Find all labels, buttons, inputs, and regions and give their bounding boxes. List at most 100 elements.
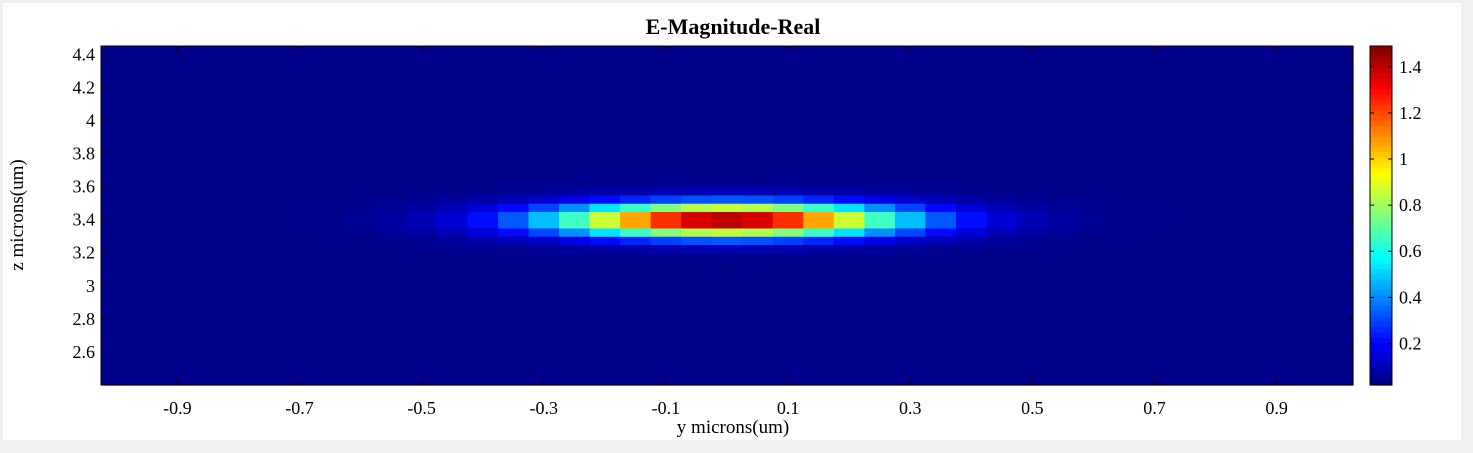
heatmap-cell: [528, 178, 560, 188]
heatmap-cell: [956, 194, 988, 204]
heatmap-cell: [101, 103, 133, 113]
heatmap-cell: [986, 79, 1018, 88]
heatmap-cell: [742, 236, 774, 246]
heatmap-cell: [497, 260, 530, 270]
heatmap-cell: [192, 95, 224, 105]
heatmap-cell: [833, 46, 866, 55]
heatmap-cell: [345, 103, 377, 113]
heatmap-cell: [742, 327, 774, 336]
heatmap-cell: [436, 318, 469, 328]
heatmap-cell: [1200, 136, 1232, 146]
heatmap-cell: [620, 376, 652, 386]
heatmap-cell: [101, 128, 133, 138]
heatmap-cell: [620, 46, 652, 55]
heatmap-cell: [1108, 145, 1140, 155]
heatmap-cell: [375, 318, 407, 328]
heatmap-cell: [1108, 351, 1140, 361]
heatmap-cell: [497, 277, 530, 287]
colorbar-segment: [1370, 210, 1392, 217]
heatmap-cell: [131, 318, 163, 328]
colorbar-frame: [1369, 45, 1393, 386]
heatmap-cell: [101, 335, 133, 345]
heatmap-cell: [192, 186, 224, 196]
heatmap-cell: [436, 103, 469, 113]
heatmap-cell: [1261, 236, 1293, 246]
heatmap-cell: [1047, 161, 1079, 171]
heatmap-cell: [1200, 294, 1232, 303]
heatmap-cell: [864, 335, 896, 345]
heatmap-cell: [650, 161, 682, 171]
heatmap-cell: [1169, 54, 1201, 64]
heatmap-cell: [375, 161, 407, 171]
heatmap-cell: [1291, 145, 1324, 155]
x-tick-label: -0.9: [163, 398, 192, 418]
heatmap-cell: [589, 351, 621, 361]
heatmap-cell: [650, 95, 682, 105]
heatmap-cell: [345, 252, 377, 262]
heatmap-cell: [284, 277, 316, 287]
heatmap-cell: [681, 136, 713, 146]
heatmap-cell: [497, 46, 530, 55]
heatmap-cell: [772, 112, 804, 122]
heatmap-cell: [345, 79, 377, 88]
heatmap-cell: [1322, 186, 1354, 196]
heatmap-cell: [406, 87, 438, 97]
heatmap-cell: [772, 219, 804, 229]
heatmap-cell: [1139, 227, 1171, 237]
heatmap-cell: [314, 302, 346, 312]
heatmap-cell: [650, 203, 682, 212]
heatmap-cell: [772, 145, 804, 155]
heatmap-cell: [559, 368, 591, 378]
heatmap-cell: [833, 269, 866, 279]
heatmap-cell: [1047, 260, 1079, 270]
heatmap-cell: [1230, 203, 1262, 212]
heatmap-cell: [1230, 178, 1262, 188]
heatmap-cell: [1291, 277, 1324, 287]
heatmap-cell: [406, 79, 438, 88]
heatmap-cell: [1200, 211, 1232, 221]
heatmap-cell: [436, 120, 469, 130]
heatmap-cell: [620, 178, 652, 188]
heatmap-cell: [864, 376, 896, 386]
heatmap-cell: [1291, 310, 1324, 320]
heatmap-cell: [1139, 302, 1171, 312]
heatmap-cell: [223, 136, 255, 146]
heatmap-cell: [650, 351, 682, 361]
heatmap-cell: [528, 335, 560, 345]
heatmap-cell: [223, 161, 255, 171]
heatmap-cell: [1047, 186, 1079, 196]
heatmap-cell: [1322, 178, 1354, 188]
heatmap-cell: [1139, 136, 1171, 146]
heatmap-cell: [284, 360, 316, 370]
heatmap-cell: [1169, 128, 1201, 138]
heatmap-cell: [1291, 360, 1324, 370]
colorbar-axis: 1.41.210.80.60.40.2: [1370, 57, 1422, 353]
heatmap-cell: [1291, 219, 1324, 229]
heatmap-cell: [1261, 219, 1293, 229]
heatmap-cell: [986, 194, 1018, 204]
heatmap-cell: [894, 70, 927, 80]
heatmap-cell: [1017, 302, 1049, 312]
heatmap-cell: [1017, 211, 1049, 221]
heatmap-cell: [1200, 310, 1232, 320]
heatmap-cell: [894, 318, 927, 328]
heatmap-cell: [589, 194, 621, 204]
heatmap-cell: [497, 161, 530, 171]
heatmap-cell: [1322, 260, 1354, 270]
heatmap-cell: [375, 103, 407, 113]
heatmap-cell: [1078, 294, 1110, 303]
heatmap-cell: [833, 145, 866, 155]
heatmap-cell: [1078, 112, 1110, 122]
heatmap-cell: [925, 194, 957, 204]
heatmap-cell: [650, 112, 682, 122]
heatmap-cell: [986, 260, 1018, 270]
heatmap-cell: [986, 95, 1018, 105]
heatmap-cell: [253, 120, 285, 130]
heatmap-cell: [986, 343, 1018, 353]
heatmap-cell: [650, 128, 682, 138]
heatmap-cell: [711, 360, 743, 370]
heatmap-cell: [711, 203, 743, 212]
heatmap-cell: [345, 376, 377, 386]
heatmap-cell: [772, 277, 804, 287]
heatmap-cell: [131, 136, 163, 146]
